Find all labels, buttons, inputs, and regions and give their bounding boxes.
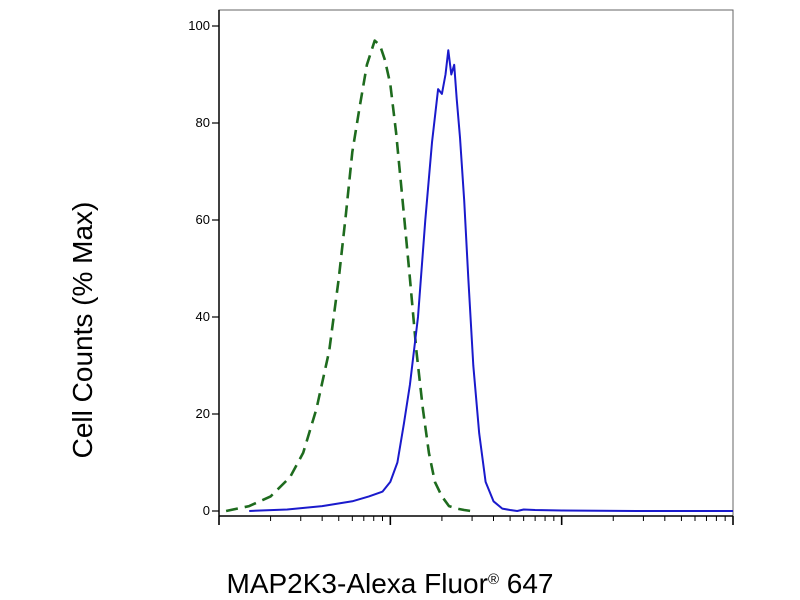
y-tick-label: 20	[196, 406, 210, 421]
dashed-histogram-line	[225, 39, 471, 513]
y-tick-label: 100	[188, 18, 210, 33]
y-tick-label: 80	[196, 115, 210, 130]
y-tick-label: 0	[203, 503, 210, 518]
plot-frame	[218, 9, 734, 517]
y-axis-ticks: 0 20 40 60 80 100	[188, 18, 219, 518]
x-axis-ticks	[218, 516, 734, 525]
y-tick-label: 40	[196, 309, 210, 324]
solid-histogram-line	[249, 49, 733, 512]
y-tick-label: 60	[196, 212, 210, 227]
y-axis-title: Cell Counts (% Max)	[67, 202, 98, 459]
axis-titles: MAP2K3-Alexa Fluor® 647 Cell Counts (% M…	[67, 202, 554, 599]
histogram-series	[225, 39, 733, 513]
x-axis-title: MAP2K3-Alexa Fluor® 647	[227, 568, 554, 599]
plot-border	[218, 9, 734, 517]
